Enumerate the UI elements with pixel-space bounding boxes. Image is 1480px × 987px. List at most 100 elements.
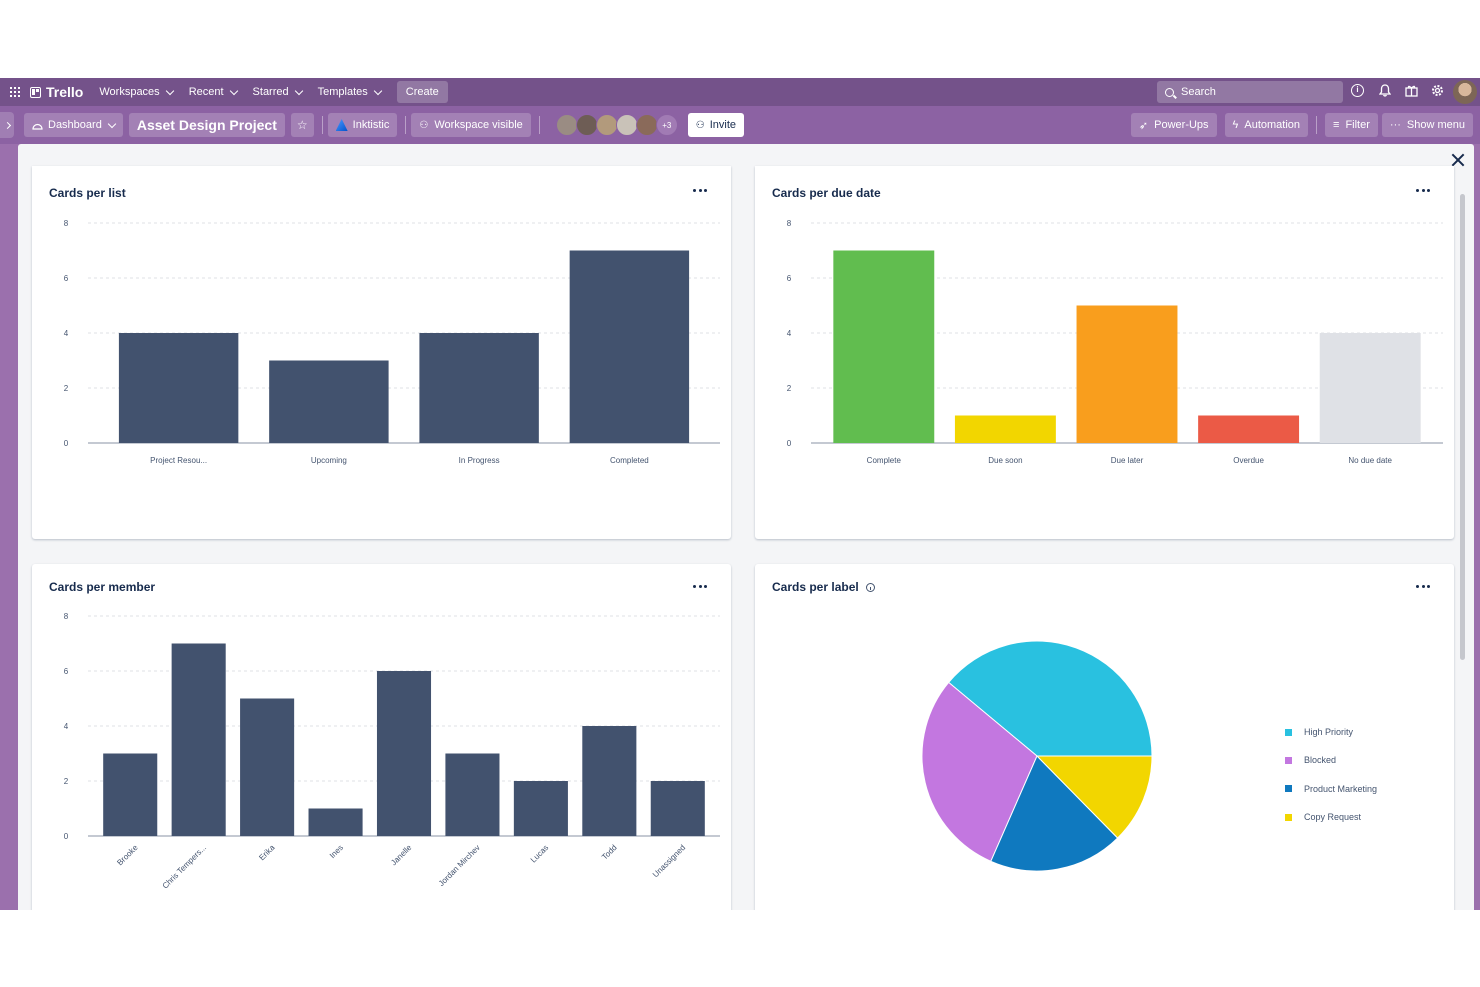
legend-item[interactable]: High Priority: [1285, 718, 1377, 746]
dashboard-view-switcher[interactable]: Dashboard: [24, 113, 123, 137]
pie-slice[interactable]: [947, 640, 1153, 757]
bar[interactable]: [833, 250, 935, 444]
pie-slice[interactable]: [990, 755, 1119, 872]
workspaces-menu[interactable]: Workspaces: [99, 86, 174, 98]
member-avatar[interactable]: [555, 114, 578, 136]
bar[interactable]: [650, 781, 705, 836]
automation-button[interactable]: ϟ Automation: [1224, 113, 1309, 137]
bar[interactable]: [954, 415, 1056, 444]
board-actions: ➶ Power-Ups ϟ Automation ≡ Filter ··· Sh…: [1123, 113, 1473, 137]
workspace-button[interactable]: Inktistic: [327, 113, 398, 137]
show-menu-button[interactable]: ··· Show menu: [1381, 113, 1473, 137]
cards-per-label-card: Cards per label High Priority Blocked Prod…: [755, 564, 1454, 910]
invite-label: Invite: [709, 119, 737, 131]
bar[interactable]: [582, 726, 637, 836]
bell-icon[interactable]: [1378, 84, 1391, 97]
member-avatars[interactable]: +3: [555, 114, 678, 136]
recent-label: Recent: [188, 86, 224, 98]
bar[interactable]: [1319, 333, 1421, 443]
y-tick-label: 2: [64, 384, 69, 393]
bar[interactable]: [513, 781, 568, 836]
x-tick-label: Ines: [328, 843, 345, 860]
y-tick-label: 8: [787, 219, 792, 228]
app-switcher-icon[interactable]: [10, 87, 20, 97]
user-avatar[interactable]: [1453, 80, 1477, 104]
x-tick-label: Overdue: [1233, 456, 1264, 465]
legend-item[interactable]: Product Marketing: [1285, 775, 1377, 803]
invite-button[interactable]: ⚇ Invite: [687, 113, 745, 137]
bar[interactable]: [103, 753, 158, 837]
more-members-badge[interactable]: +3: [655, 114, 678, 136]
divider: [1316, 116, 1318, 134]
search-input[interactable]: Search: [1157, 81, 1343, 103]
more-options-icon[interactable]: [693, 189, 707, 193]
gear-icon[interactable]: [1431, 84, 1444, 97]
recent-menu[interactable]: Recent: [188, 86, 238, 98]
bar[interactable]: [240, 698, 295, 837]
x-tick-label: Erika: [257, 843, 277, 863]
templates-menu[interactable]: Templates: [318, 86, 383, 98]
create-button[interactable]: Create: [396, 81, 448, 103]
card-title: Cards per due date: [772, 186, 881, 200]
expand-sidebar-button[interactable]: [0, 112, 14, 138]
board-title[interactable]: Asset Design Project: [128, 113, 285, 137]
scrollbar[interactable]: [1460, 194, 1465, 660]
legend-label: Blocked: [1304, 755, 1337, 766]
filter-icon: ≡: [1333, 119, 1340, 131]
cards-per-label-chart: [921, 640, 1153, 872]
more-options-icon[interactable]: [693, 585, 707, 589]
x-tick-label: Project Resou...: [150, 456, 207, 465]
dashboard-panel: Cards per list 0 2 4 6 8 Project Resou... Upco…: [18, 144, 1474, 910]
star-board-button[interactable]: ☆: [290, 113, 314, 137]
legend-item[interactable]: Copy Request: [1285, 803, 1377, 831]
info-icon[interactable]: i: [1351, 84, 1364, 97]
y-tick-label: 6: [64, 667, 69, 676]
add-person-icon: ⚇: [695, 119, 705, 131]
info-icon[interactable]: [865, 583, 875, 592]
show-menu-label: Show menu: [1406, 119, 1465, 131]
bar[interactable]: [445, 753, 500, 837]
x-tick-label: Due soon: [988, 456, 1022, 465]
starred-menu[interactable]: Starred: [253, 86, 303, 98]
x-tick-label: Complete: [867, 456, 902, 465]
y-tick-label: 4: [64, 722, 69, 731]
y-tick-label: 2: [787, 384, 792, 393]
rocket-icon: ➶: [1138, 119, 1149, 132]
trello-app: Trello Workspaces Recent Starred Templat…: [0, 78, 1480, 910]
bar[interactable]: [419, 333, 539, 443]
bar[interactable]: [118, 333, 239, 443]
divider: [405, 116, 407, 134]
cards-per-member-card: Cards per member 0 2 4 6 8 Brooke Chris Temper…: [32, 564, 731, 910]
divider: [538, 116, 540, 134]
bar[interactable]: [1076, 305, 1178, 444]
member-avatar[interactable]: [575, 114, 598, 136]
more-options-icon[interactable]: [1416, 189, 1430, 193]
cards-per-list-card: Cards per list 0 2 4 6 8 Project Resou... Upco…: [32, 166, 731, 539]
x-tick-label: Brooke: [115, 843, 140, 868]
bar[interactable]: [376, 671, 432, 836]
x-tick-label: Todd: [600, 843, 619, 862]
power-ups-button[interactable]: ➶ Power-Ups: [1130, 113, 1217, 137]
filter-button[interactable]: ≡ Filter: [1325, 113, 1378, 137]
pie-slice[interactable]: [1035, 755, 1153, 839]
more-options-icon[interactable]: [1416, 585, 1430, 589]
member-avatar[interactable]: [615, 114, 638, 136]
member-avatar[interactable]: [635, 114, 658, 136]
bar[interactable]: [1198, 415, 1300, 444]
pie-slice[interactable]: [921, 681, 1038, 862]
bar[interactable]: [308, 808, 363, 837]
cards-per-due-date-chart: 0 2 4 6 8 Complete Due soon Due later Overdue No …: [787, 219, 1443, 465]
automation-label: Automation: [1244, 119, 1301, 131]
x-tick-label: Due later: [1111, 456, 1144, 465]
filter-label: Filter: [1345, 119, 1370, 131]
member-avatar[interactable]: [595, 114, 618, 136]
legend-item[interactable]: Blocked: [1285, 746, 1377, 774]
visibility-button[interactable]: ⚇ Workspace visible: [411, 113, 531, 137]
gift-icon[interactable]: [1405, 84, 1418, 97]
bar[interactable]: [269, 360, 389, 444]
logo-text: Trello: [46, 84, 84, 100]
bar[interactable]: [171, 643, 226, 837]
trello-logo[interactable]: Trello: [30, 84, 83, 100]
bar[interactable]: [569, 250, 690, 444]
card-title-wrap: Cards per label: [772, 580, 875, 594]
